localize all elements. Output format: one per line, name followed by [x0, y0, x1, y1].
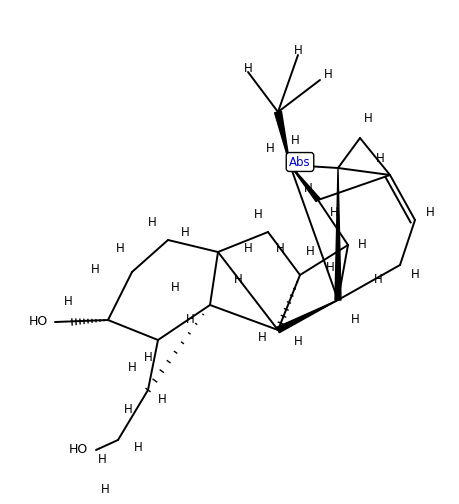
Text: HO: HO	[68, 444, 87, 457]
Text: H: H	[357, 238, 365, 251]
Text: H: H	[290, 134, 299, 147]
Text: Abs: Abs	[289, 156, 310, 168]
Text: H: H	[133, 442, 142, 455]
Text: H: H	[363, 111, 372, 124]
Polygon shape	[334, 168, 340, 300]
Text: H: H	[243, 241, 252, 255]
Text: H: H	[123, 404, 132, 416]
Text: H: H	[115, 241, 124, 255]
Text: H: H	[373, 274, 381, 286]
Text: H: H	[157, 394, 166, 407]
Text: H: H	[257, 332, 266, 345]
Text: H: H	[329, 206, 338, 219]
Text: H: H	[323, 69, 332, 82]
Text: H: H	[350, 313, 358, 327]
Polygon shape	[276, 300, 337, 333]
Text: H: H	[303, 181, 312, 195]
Text: H: H	[293, 336, 302, 348]
Text: H: H	[233, 274, 242, 286]
Text: H: H	[243, 61, 252, 75]
Text: H: H	[180, 225, 189, 238]
Polygon shape	[274, 111, 289, 165]
Text: H: H	[185, 313, 194, 327]
Text: H: H	[90, 264, 99, 277]
Text: H: H	[63, 295, 72, 308]
Text: H: H	[425, 206, 433, 219]
Polygon shape	[289, 165, 319, 202]
Text: H: H	[305, 245, 313, 259]
Text: H: H	[147, 216, 156, 228]
Text: H: H	[265, 142, 274, 155]
Text: H: H	[97, 454, 106, 467]
Text: H: H	[375, 152, 384, 164]
Text: H: H	[325, 262, 334, 275]
Text: H: H	[293, 43, 302, 56]
Text: H: H	[143, 351, 152, 364]
Text: H: H	[101, 483, 109, 496]
Text: H: H	[170, 282, 179, 294]
Text: H: H	[275, 241, 284, 255]
Text: H: H	[410, 269, 419, 282]
Text: H: H	[253, 209, 262, 221]
Text: HO: HO	[28, 316, 48, 329]
Text: H: H	[127, 361, 136, 374]
